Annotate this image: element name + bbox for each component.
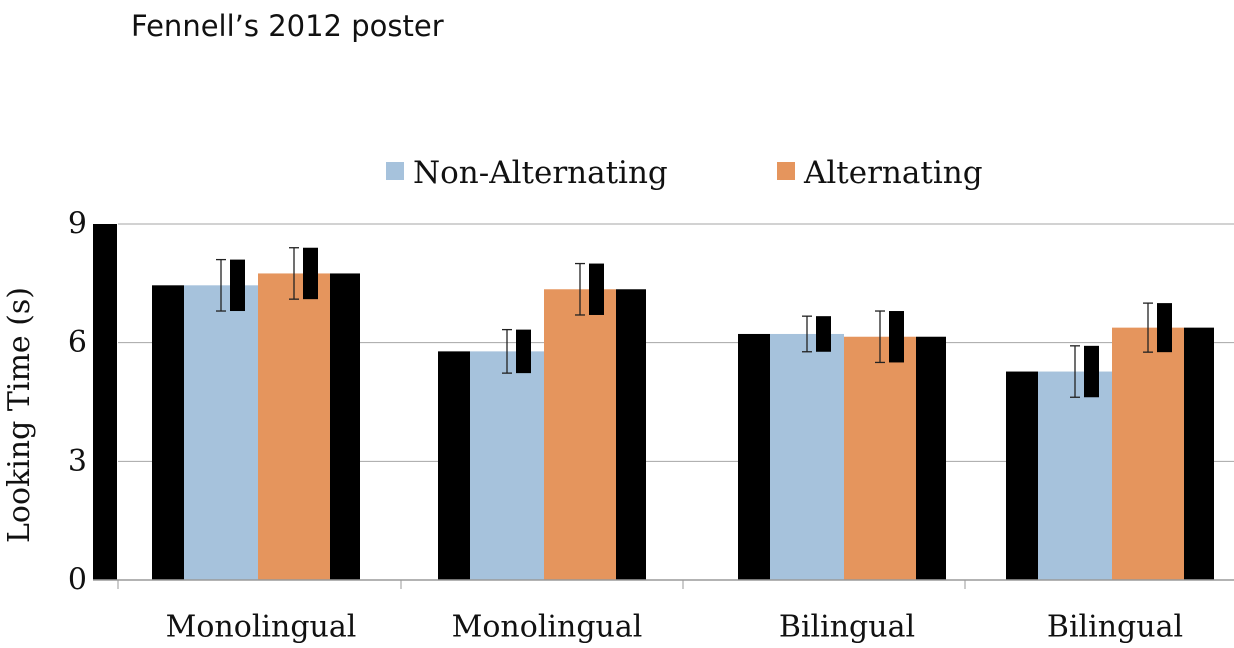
y-tick-label: 6 bbox=[68, 325, 87, 360]
error-block bbox=[1084, 345, 1099, 398]
error-block bbox=[816, 316, 831, 352]
x-tick-label: Bilingual bbox=[779, 610, 915, 645]
x-tick-label: Monolingual bbox=[452, 610, 643, 645]
bar-alternating bbox=[1112, 327, 1184, 580]
bar-shadow bbox=[152, 285, 184, 580]
error-block bbox=[516, 329, 531, 374]
bar-alternating bbox=[258, 273, 330, 580]
bar-non-alternating bbox=[770, 333, 844, 580]
error-block bbox=[889, 311, 904, 363]
bar-alternating bbox=[544, 289, 616, 580]
error-block bbox=[230, 259, 245, 312]
legend-swatch bbox=[386, 162, 404, 180]
error-bars bbox=[216, 247, 1172, 398]
bar-shadow bbox=[916, 336, 946, 580]
bar-shadow bbox=[738, 333, 770, 580]
bar-shadow bbox=[438, 351, 470, 580]
bar-shadow bbox=[1184, 327, 1214, 580]
error-block bbox=[1157, 303, 1172, 353]
y-tick-label: 9 bbox=[68, 207, 87, 242]
bar-shadow bbox=[1006, 371, 1038, 580]
page-title: Fennell’s 2012 poster bbox=[131, 9, 444, 43]
bar-non-alternating bbox=[470, 351, 544, 580]
legend: Non-Alternating Alternating bbox=[386, 155, 983, 191]
legend-swatch bbox=[777, 162, 795, 180]
y-axis-bar bbox=[93, 224, 117, 580]
axes: 0 3 6 9 Monolingual Monolingual Bilingual Bilin… bbox=[68, 207, 1234, 645]
bars bbox=[152, 273, 1214, 580]
legend-label: Non-Alternating bbox=[413, 155, 668, 191]
bar-non-alternating bbox=[184, 285, 258, 580]
x-tick-label: Monolingual bbox=[166, 610, 357, 645]
bar-alternating bbox=[844, 336, 916, 580]
x-tick-label: Bilingual bbox=[1047, 610, 1183, 645]
bar-shadow bbox=[330, 273, 360, 580]
y-tick-label: 3 bbox=[68, 444, 87, 479]
y-tick-label: 0 bbox=[68, 563, 87, 598]
y-axis-label: Looking Time (s) bbox=[2, 287, 37, 543]
legend-label: Alternating bbox=[803, 155, 983, 191]
error-block bbox=[303, 247, 318, 300]
bar-non-alternating bbox=[1038, 371, 1112, 580]
bar-shadow bbox=[616, 289, 646, 580]
error-block bbox=[589, 263, 604, 315]
